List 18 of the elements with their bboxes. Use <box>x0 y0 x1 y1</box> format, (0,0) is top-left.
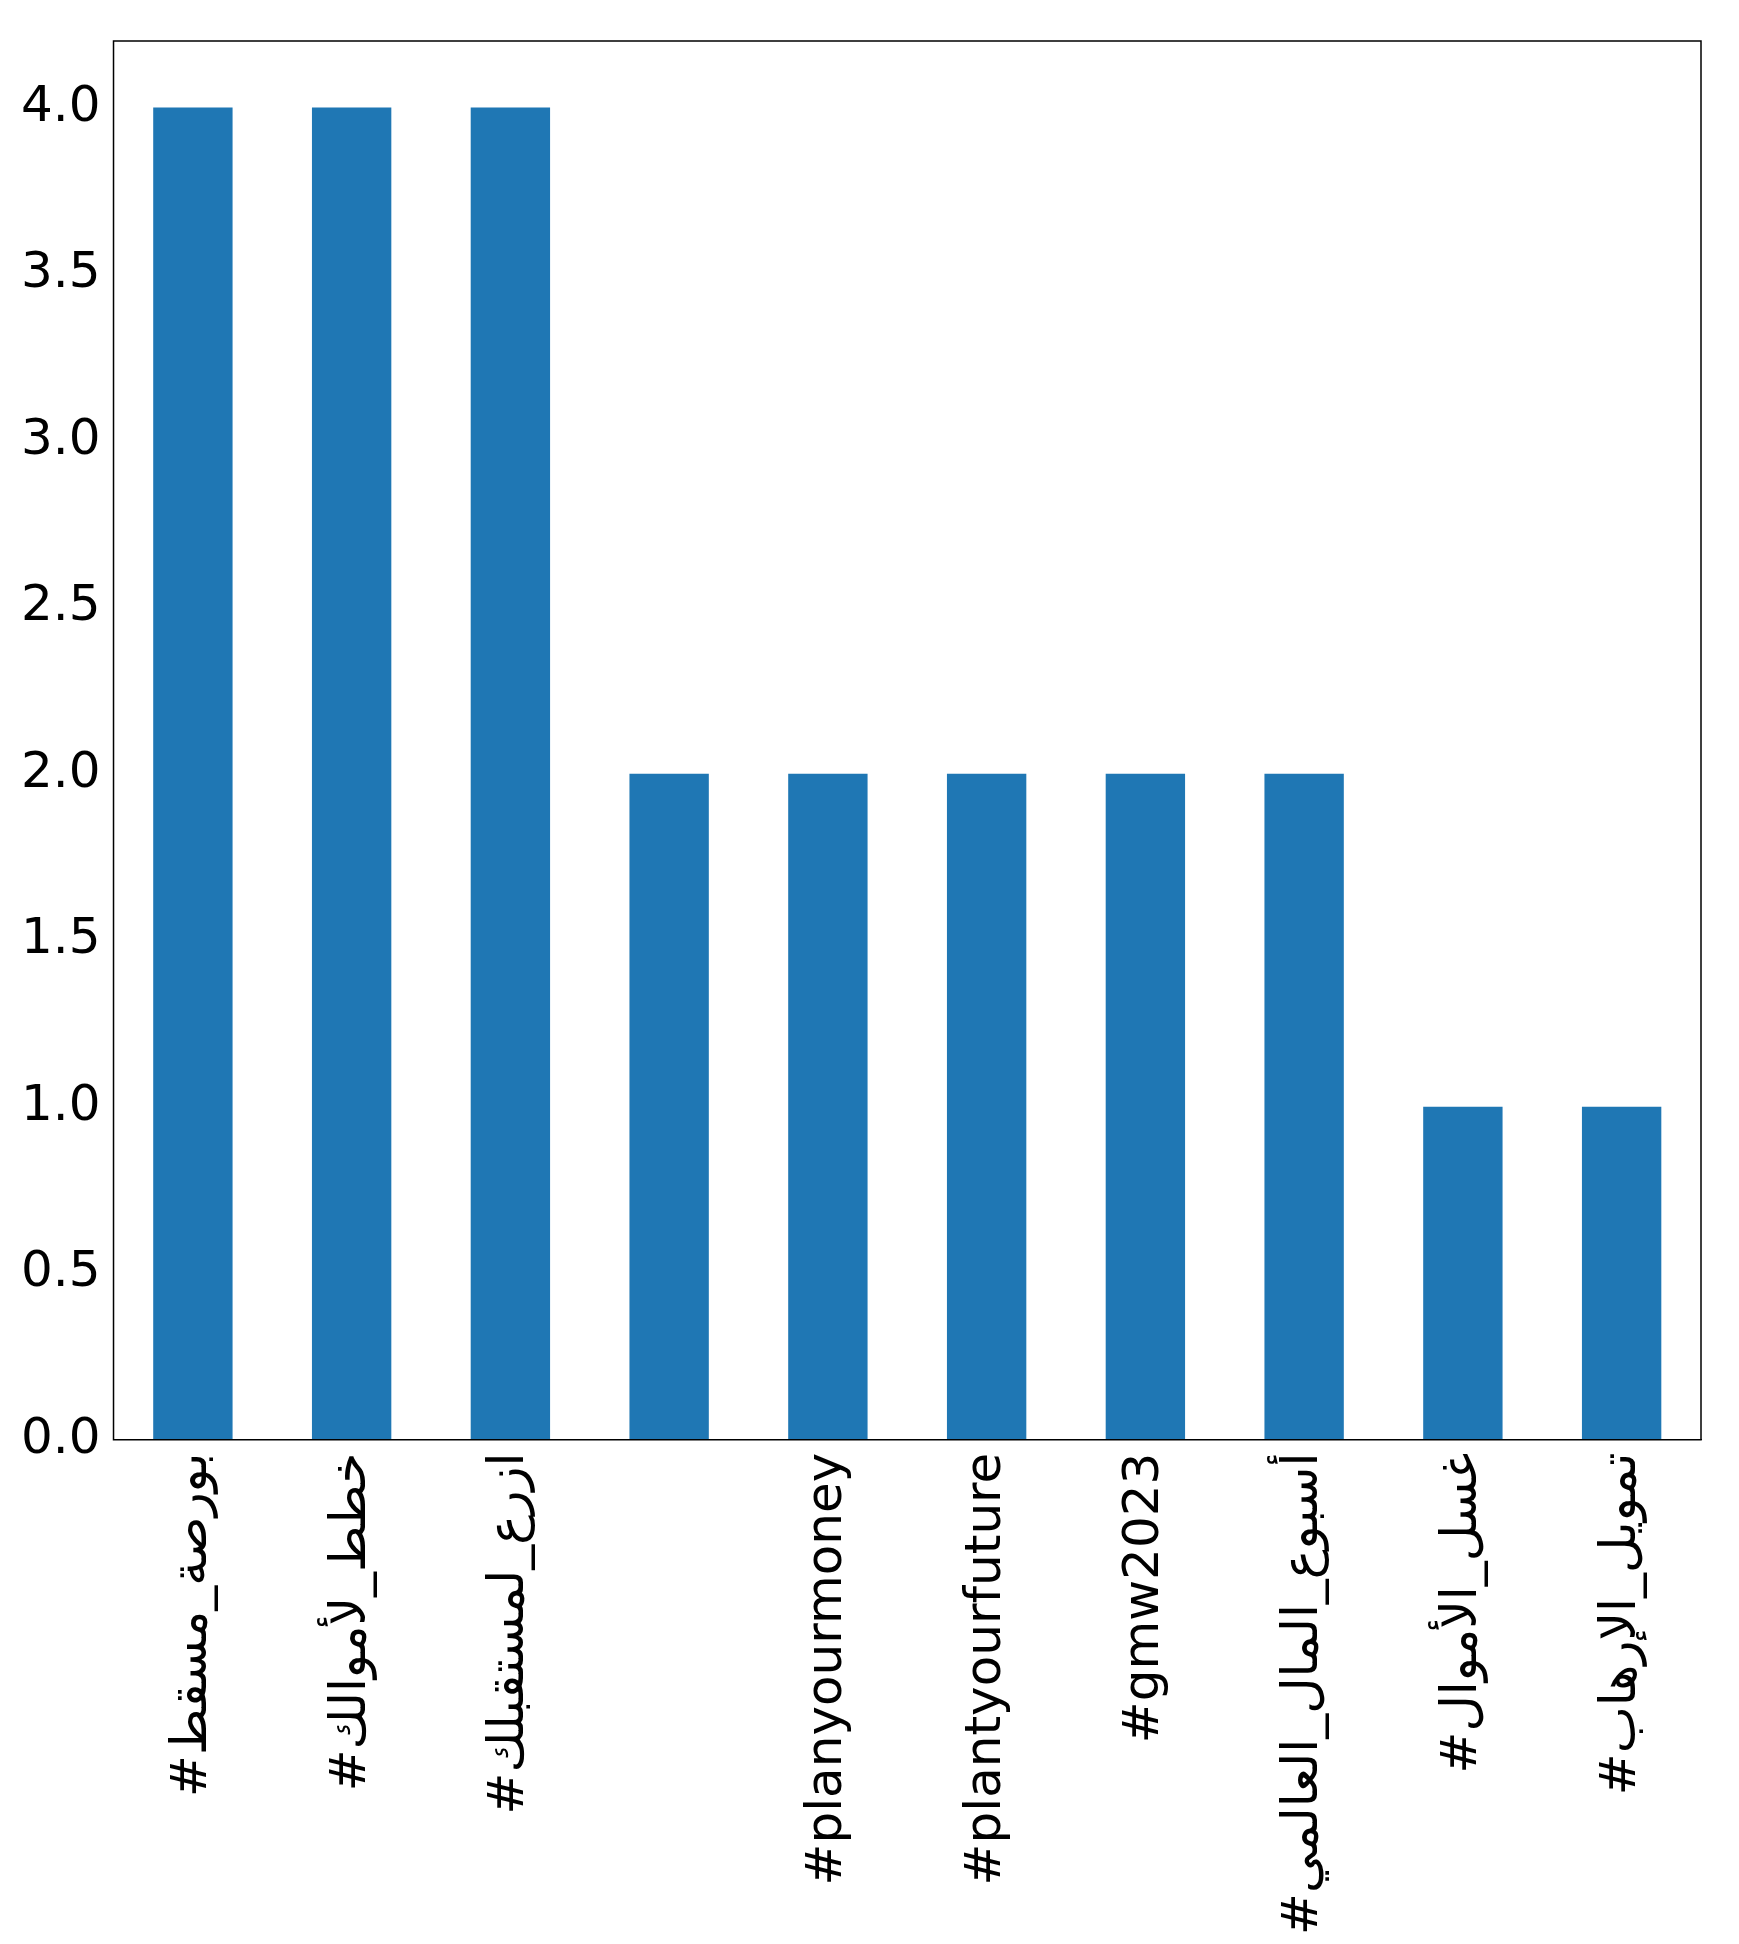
y-tick-label: 0.5 <box>20 1240 101 1299</box>
x-tick-label: #planyourmoney <box>794 1452 853 1886</box>
y-tick-label: 1.0 <box>20 1073 101 1132</box>
x-tick-label: #بورصة_مسقط <box>159 1452 218 1797</box>
y-tick-label: 4.0 <box>20 74 101 133</box>
x-tick-label: #تمويل_الإرهاب <box>1588 1452 1647 1796</box>
x-tick-label: #أسبوع_المال_العالمي <box>1267 1452 1330 1936</box>
x-tick-label: #ازرع_لمستقبلك <box>477 1452 536 1815</box>
x-tick-label: #خطط_لأموالك <box>316 1452 377 1792</box>
y-tick-label: 2.5 <box>20 574 101 633</box>
y-tick-label: 1.5 <box>20 907 101 966</box>
y-tick-label: 3.0 <box>20 407 101 466</box>
x-tick-label: #plantyourfuture <box>953 1452 1012 1886</box>
y-tick-label: 2.0 <box>20 740 101 799</box>
y-tick-label: 0.0 <box>20 1406 101 1465</box>
x-tick-label: #gmw2023 <box>1112 1452 1171 1744</box>
y-tick-label: 3.5 <box>20 241 101 300</box>
x-tick-label: #غسل_الأموال <box>1427 1452 1488 1774</box>
